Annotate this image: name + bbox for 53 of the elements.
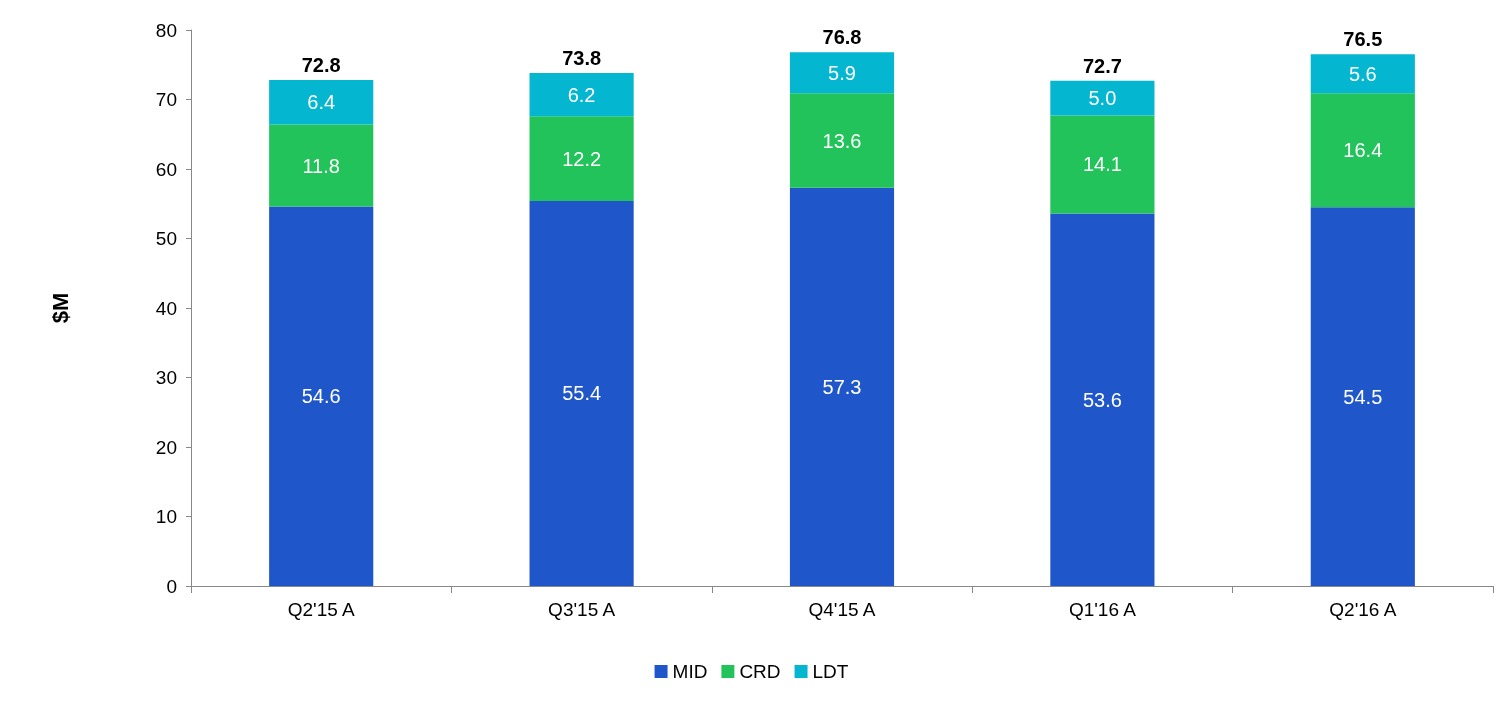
y-tick-label: 40 <box>155 297 177 319</box>
total-label: 76.5 <box>1343 28 1383 51</box>
y-tick-label: 10 <box>155 506 177 527</box>
data-label: 13.6 <box>822 129 862 152</box>
x-tick-label: Q4'15 A <box>808 599 876 620</box>
bar <box>789 187 895 586</box>
bar <box>529 200 634 586</box>
bar <box>529 73 634 117</box>
data-label: 16.4 <box>1343 139 1383 162</box>
data-label: 14.1 <box>1082 153 1122 176</box>
bar <box>1050 115 1155 214</box>
y-tick-label: 80 <box>155 19 177 41</box>
bar <box>269 124 374 207</box>
data-label: 12.2 <box>562 147 602 170</box>
y-tick-label: 60 <box>155 158 177 180</box>
legend-label: CRD <box>739 661 781 682</box>
data-label: 11.8 <box>302 154 340 177</box>
data-label: 53.6 <box>1082 388 1122 411</box>
x-tick-label: Q3'15 A <box>548 599 616 620</box>
data-label: 6.2 <box>567 83 596 106</box>
x-tick-label: Q2'15 A <box>287 599 356 620</box>
bar <box>1050 80 1155 116</box>
y-tick-label: 30 <box>155 367 177 388</box>
bar <box>269 80 374 125</box>
y-tick-label: 0 <box>166 575 177 597</box>
bar <box>789 93 895 188</box>
bar <box>1310 207 1415 586</box>
data-label: 5.9 <box>828 61 856 84</box>
data-label: 5.0 <box>1088 87 1117 110</box>
data-label: 55.4 <box>562 382 602 405</box>
y-tick-label: 70 <box>155 89 177 110</box>
data-label: 54.5 <box>1343 385 1383 408</box>
bar <box>789 52 895 94</box>
x-tick-label: Q1'16 A <box>1068 599 1137 620</box>
data-label: 6.4 <box>307 91 336 114</box>
bar <box>1310 54 1415 94</box>
bar <box>529 116 634 201</box>
legend-label: LDT <box>812 661 849 682</box>
x-tick-label: Q2'16 A <box>1329 599 1397 620</box>
total-label: 76.8 <box>822 26 862 49</box>
bar <box>269 206 374 586</box>
data-label: 54.6 <box>301 385 341 408</box>
total-label: 72.8 <box>301 54 341 77</box>
y-tick-label: 50 <box>155 228 177 249</box>
y-tick-label: 20 <box>155 436 177 458</box>
total-label: 73.8 <box>562 47 602 70</box>
data-label: 5.6 <box>1348 62 1377 85</box>
bar <box>1050 213 1155 586</box>
y-axis-title: $M <box>47 292 73 324</box>
data-label: 57.3 <box>822 375 862 398</box>
bar <box>1310 93 1415 208</box>
total-label: 72.7 <box>1082 54 1122 77</box>
legend-label: MID <box>672 661 708 682</box>
